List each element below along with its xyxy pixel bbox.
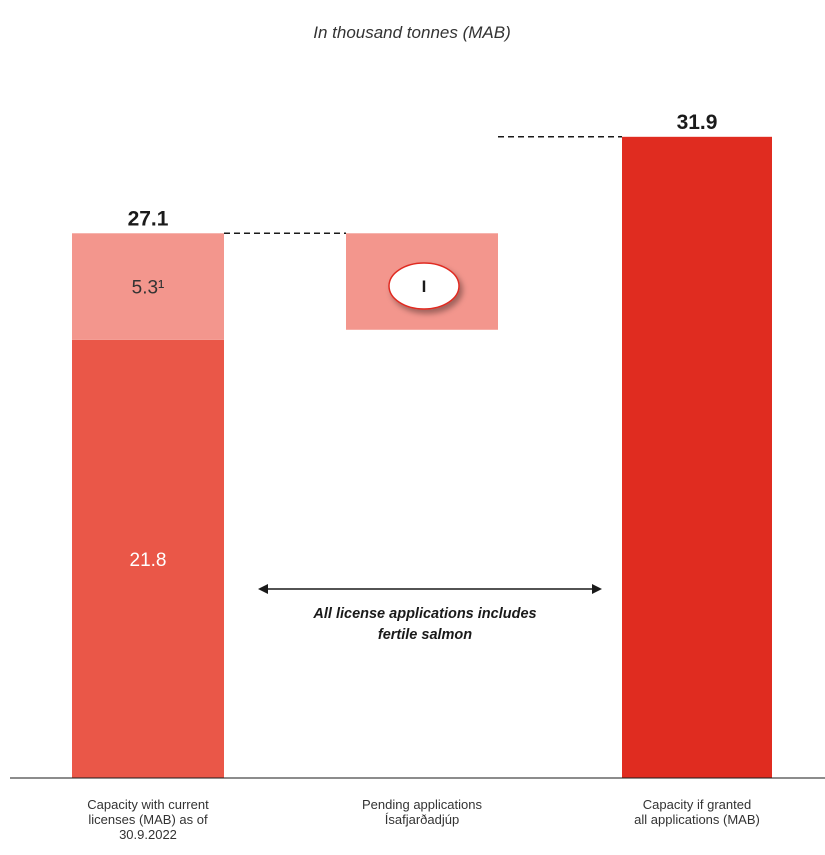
marker-oval <box>388 262 460 310</box>
bar-segment-0-0 <box>72 339 224 778</box>
annotation: All license applications includes fertile… <box>258 584 602 643</box>
bar-segment-0-1 <box>72 233 224 340</box>
chart-subtitle: In thousand tonnes (MAB) <box>313 23 511 42</box>
category-label-0: Capacity with current licenses (MAB) as o… <box>87 797 209 842</box>
category-label-line: Ísafjarðadjúp <box>385 812 459 827</box>
category-label-1: Pending applications Ísafjarðadjúp <box>362 797 482 827</box>
connector-lines <box>224 136 622 235</box>
category-label-line: Pending applications <box>362 797 482 812</box>
annotation-text-line-1: fertile salmon <box>378 627 472 643</box>
category-label-line: 30.9.2022 <box>119 827 177 842</box>
category-labels: Capacity with current licenses (MAB) as o… <box>87 797 760 842</box>
category-label-line: all applications (MAB) <box>634 812 760 827</box>
bars <box>72 136 772 778</box>
marker-badge: I <box>388 262 460 310</box>
total-label-0: 27.1 <box>128 207 169 230</box>
category-label-line: licenses (MAB) as of <box>88 812 208 827</box>
category-label-2: Capacity if granted all applications (MAB… <box>634 797 760 827</box>
category-label-line: Capacity with current <box>87 797 209 812</box>
category-label-line: Capacity if granted <box>643 797 751 812</box>
segment-label-0-0: 21.8 <box>130 550 167 571</box>
marker-label: I <box>422 277 427 296</box>
annotation-text-line-0: All license applications includes <box>312 606 536 622</box>
bar-segment-2-0 <box>622 136 772 778</box>
segment-label-0-1: 5.3¹ <box>132 278 165 299</box>
total-label-2: 31.9 <box>677 111 718 134</box>
